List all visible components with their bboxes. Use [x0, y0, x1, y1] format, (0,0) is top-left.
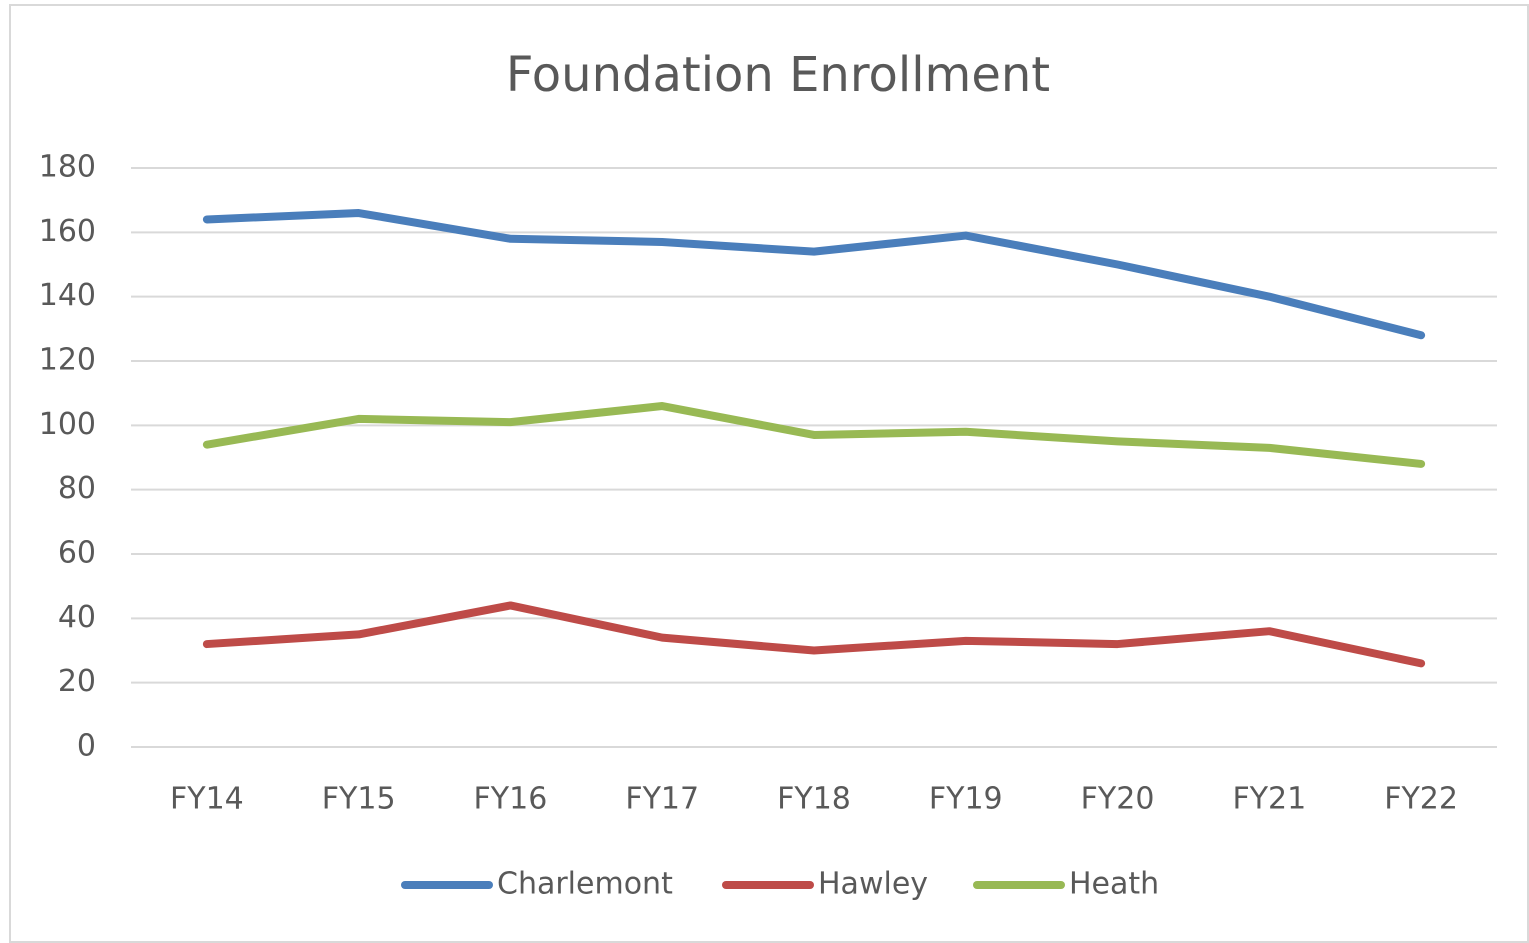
- y-tick-label: 100: [39, 407, 96, 442]
- x-tick-label: FY18: [777, 782, 851, 817]
- y-tick-label: 60: [58, 536, 96, 571]
- legend-label: Hawley: [818, 867, 928, 902]
- series-line: [202, 209, 1426, 340]
- y-tick-label: 0: [77, 729, 96, 764]
- x-tick-label: FY20: [1081, 782, 1155, 817]
- legend-label: Charlemont: [497, 867, 673, 902]
- x-tick-label: FY21: [1232, 782, 1306, 817]
- series-line: [202, 402, 1426, 468]
- legend-label: Heath: [1069, 867, 1159, 902]
- y-tick-label: 140: [39, 278, 96, 313]
- y-tick-label: 180: [39, 150, 96, 185]
- y-tick-label: 20: [58, 664, 96, 699]
- y-tick-label: 160: [39, 214, 96, 249]
- x-tick-label: FY22: [1384, 782, 1458, 817]
- chart-title: Foundation Enrollment: [506, 47, 1050, 103]
- y-tick-label: 80: [58, 471, 96, 506]
- chart-border: [9, 4, 1529, 943]
- y-tick-label: 40: [58, 600, 96, 635]
- x-tick-label: FY15: [322, 782, 396, 817]
- x-tick-label: FY14: [170, 782, 244, 817]
- x-tick-label: FY17: [625, 782, 699, 817]
- series-line: [202, 601, 1426, 668]
- y-tick-label: 120: [39, 343, 96, 378]
- x-tick-label: FY16: [474, 782, 548, 817]
- x-tick-label: FY19: [929, 782, 1003, 817]
